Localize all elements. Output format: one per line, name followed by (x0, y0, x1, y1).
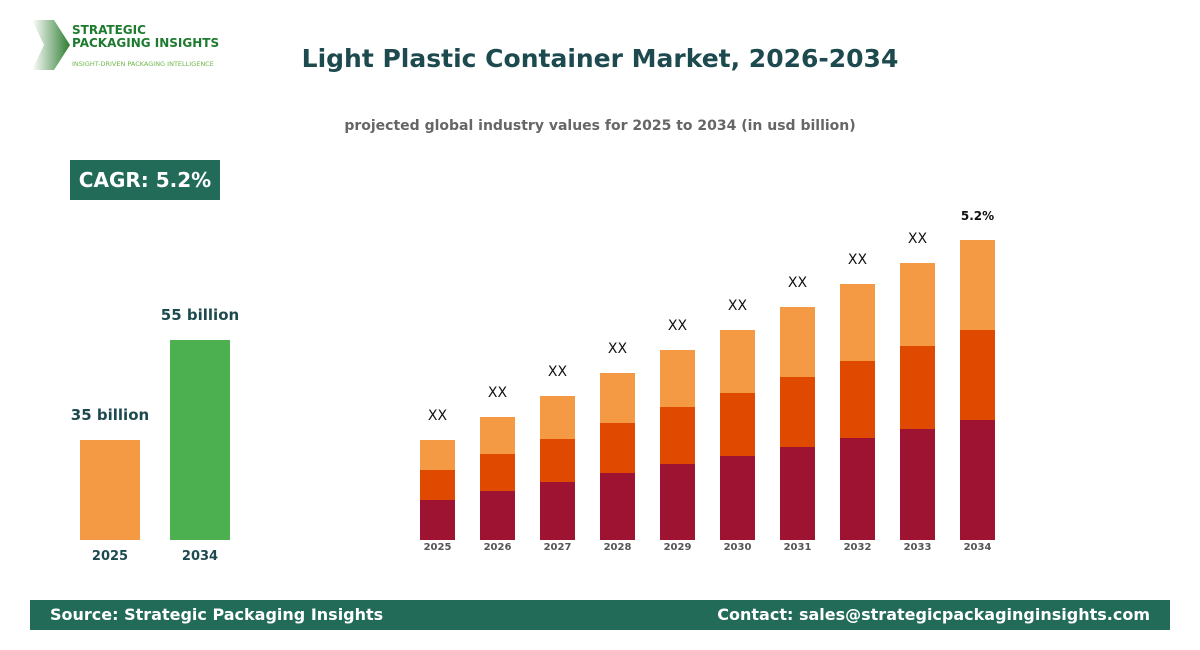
data-label: 35 billion (71, 406, 149, 424)
bar-segment-2029-2 (660, 350, 695, 407)
contact-link[interactable]: Contact: sales@strategicpackaginginsight… (717, 605, 1150, 624)
bar-segment-2029-0 (660, 464, 695, 540)
bar-segment-2028-2 (600, 373, 635, 423)
x-tick-label: 2026 (484, 542, 512, 553)
bar-segment-2027-1 (540, 439, 575, 482)
data-label: XX (848, 252, 868, 268)
logo-chevron-icon (32, 20, 70, 70)
x-tick-label: 2033 (904, 542, 932, 553)
source-text: Source: Strategic Packaging Insights (50, 605, 384, 624)
bar-segment-2033-1 (900, 346, 935, 429)
data-label: 55 billion (161, 306, 239, 324)
cagr-badge: CAGR: 5.2% (70, 160, 220, 200)
footer-bar: Source: Strategic Packaging Insights Con… (30, 600, 1170, 630)
data-label: 5.2% (961, 209, 994, 223)
bar-2025 (80, 440, 140, 540)
bar-segment-2025-1 (420, 470, 455, 500)
data-label: XX (548, 364, 568, 380)
bar-segment-2034-0 (960, 420, 995, 540)
x-tick-label: 2034 (964, 542, 992, 553)
bar-segment-2029-1 (660, 407, 695, 464)
chart-subtitle: projected global industry values for 202… (344, 118, 856, 134)
bar-segment-2031-1 (780, 377, 815, 447)
data-label: XX (428, 408, 448, 424)
bar-segment-2030-1 (720, 393, 755, 456)
x-tick-label: 2025 (92, 549, 128, 564)
x-tick-label: 2025 (424, 542, 452, 553)
data-label: XX (908, 231, 928, 247)
bar-segment-2032-1 (840, 361, 875, 438)
bar-segment-2030-2 (720, 330, 755, 393)
bar-segment-2034-1 (960, 330, 995, 420)
bar-segment-2031-0 (780, 447, 815, 540)
bar-segment-2034-2 (960, 240, 995, 330)
bar-segment-2030-0 (720, 456, 755, 540)
bar-segment-2025-2 (420, 440, 455, 470)
bar-segment-2033-0 (900, 429, 935, 540)
x-tick-label: 2027 (544, 542, 572, 553)
data-label: XX (788, 275, 808, 291)
data-label: XX (668, 318, 688, 334)
x-tick-label: 2034 (182, 549, 218, 564)
bar-segment-2026-2 (480, 417, 515, 454)
chart-title: Light Plastic Container Market, 2026-203… (301, 44, 899, 73)
bar-segment-2032-0 (840, 438, 875, 540)
x-tick-label: 2032 (844, 542, 872, 553)
bar-segment-2027-2 (540, 396, 575, 439)
bar-segment-2025-0 (420, 500, 455, 540)
x-tick-label: 2031 (784, 542, 812, 553)
bar-segment-2026-1 (480, 454, 515, 491)
logo-text: STRATEGIC PACKAGING INSIGHTS (72, 23, 220, 50)
data-label: XX (488, 385, 508, 401)
data-label: XX (728, 298, 748, 314)
bar-2034 (170, 340, 230, 540)
data-label: XX (608, 341, 628, 357)
bar-segment-2027-0 (540, 482, 575, 540)
bar-segment-2026-0 (480, 491, 515, 540)
x-tick-label: 2028 (604, 542, 632, 553)
bar-segment-2028-1 (600, 423, 635, 473)
charts: 35 billion 2025 55 billion 2034 XX 2025 XX 2026… (71, 209, 995, 564)
bar-segment-2028-0 (600, 473, 635, 540)
x-tick-label: 2030 (724, 542, 752, 553)
bar-segment-2032-2 (840, 284, 875, 361)
x-tick-label: 2029 (664, 542, 692, 553)
bar-segment-2031-2 (780, 307, 815, 377)
bar-segment-2033-2 (900, 263, 935, 346)
logo-tagline: INSIGHT-DRIVEN PACKAGING INTELLIGENCE (72, 60, 214, 68)
